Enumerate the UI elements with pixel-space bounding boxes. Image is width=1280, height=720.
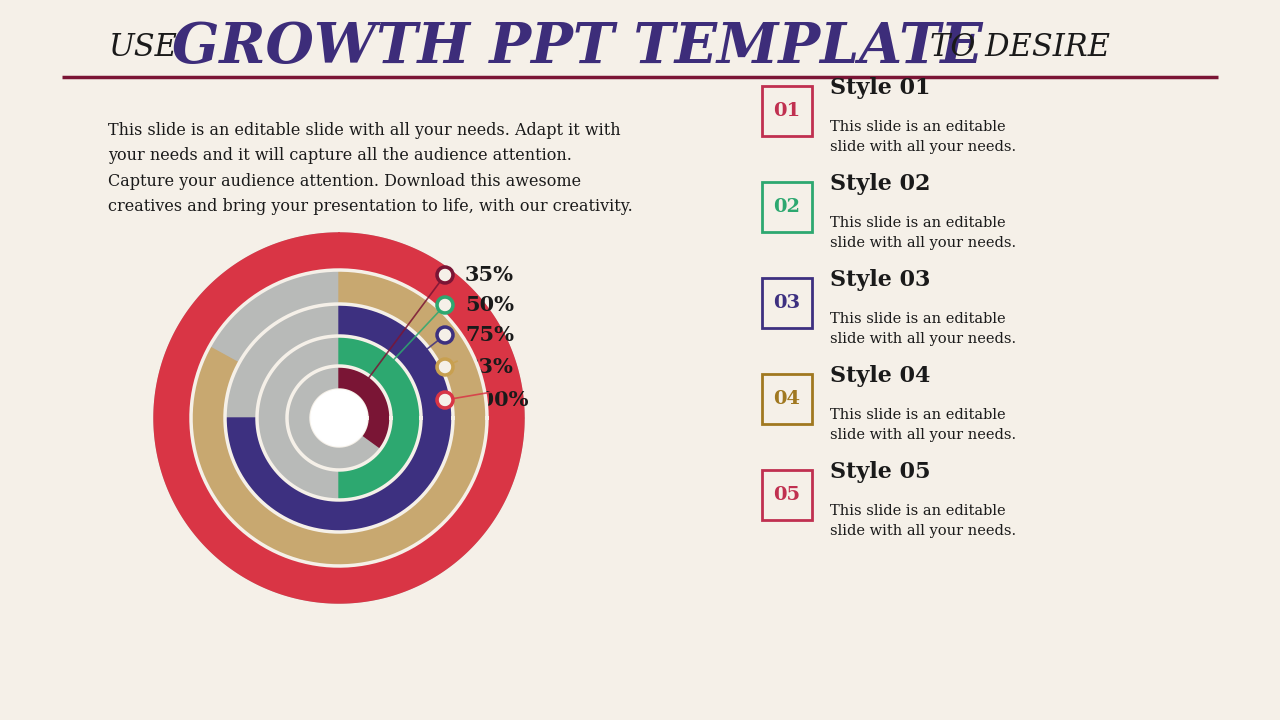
Polygon shape (257, 336, 421, 500)
Bar (762, 182, 812, 232)
Text: 05: 05 (773, 486, 800, 504)
Circle shape (439, 361, 451, 373)
Polygon shape (154, 233, 524, 603)
Polygon shape (311, 390, 367, 446)
Polygon shape (191, 270, 486, 566)
Text: 01: 01 (773, 102, 800, 120)
Text: 83%: 83% (465, 357, 513, 377)
Text: Style 05: Style 05 (829, 461, 931, 483)
Polygon shape (339, 366, 390, 449)
Text: This slide is an editable
slide with all your needs.: This slide is an editable slide with all… (829, 216, 1016, 250)
Bar (762, 470, 812, 520)
Bar (762, 278, 812, 328)
Polygon shape (287, 366, 390, 470)
Text: Style 04: Style 04 (829, 365, 931, 387)
Polygon shape (225, 304, 453, 532)
Circle shape (439, 299, 451, 311)
Text: Style 03: Style 03 (829, 269, 931, 291)
Text: TO DESIRE: TO DESIRE (931, 32, 1110, 63)
Text: 03: 03 (773, 294, 800, 312)
Circle shape (439, 394, 451, 406)
Text: This slide is an editable
slide with all your needs.: This slide is an editable slide with all… (829, 504, 1016, 538)
Text: 50%: 50% (465, 295, 515, 315)
Bar (762, 86, 812, 136)
Text: 35%: 35% (465, 265, 515, 285)
Text: 04: 04 (773, 390, 800, 408)
Text: This slide is an editable
slide with all your needs.: This slide is an editable slide with all… (829, 312, 1016, 346)
Text: USE: USE (108, 32, 177, 63)
Text: Style 01: Style 01 (829, 77, 931, 99)
Polygon shape (339, 336, 421, 500)
Polygon shape (154, 233, 524, 603)
Text: This slide is an editable
slide with all your needs.: This slide is an editable slide with all… (829, 408, 1016, 441)
Circle shape (439, 269, 451, 281)
Text: Style 02: Style 02 (829, 173, 931, 195)
Text: This slide is an editable
slide with all your needs.: This slide is an editable slide with all… (829, 120, 1016, 153)
Text: GROWTH PPT TEMPLATE: GROWTH PPT TEMPLATE (172, 20, 983, 76)
Circle shape (439, 329, 451, 341)
Text: 02: 02 (773, 198, 800, 216)
Bar (762, 374, 812, 424)
Polygon shape (225, 304, 453, 532)
Text: This slide is an editable slide with all your needs. Adapt it with
your needs an: This slide is an editable slide with all… (108, 122, 632, 215)
Text: 100%: 100% (465, 390, 529, 410)
Text: 75%: 75% (465, 325, 515, 345)
Polygon shape (191, 270, 486, 566)
